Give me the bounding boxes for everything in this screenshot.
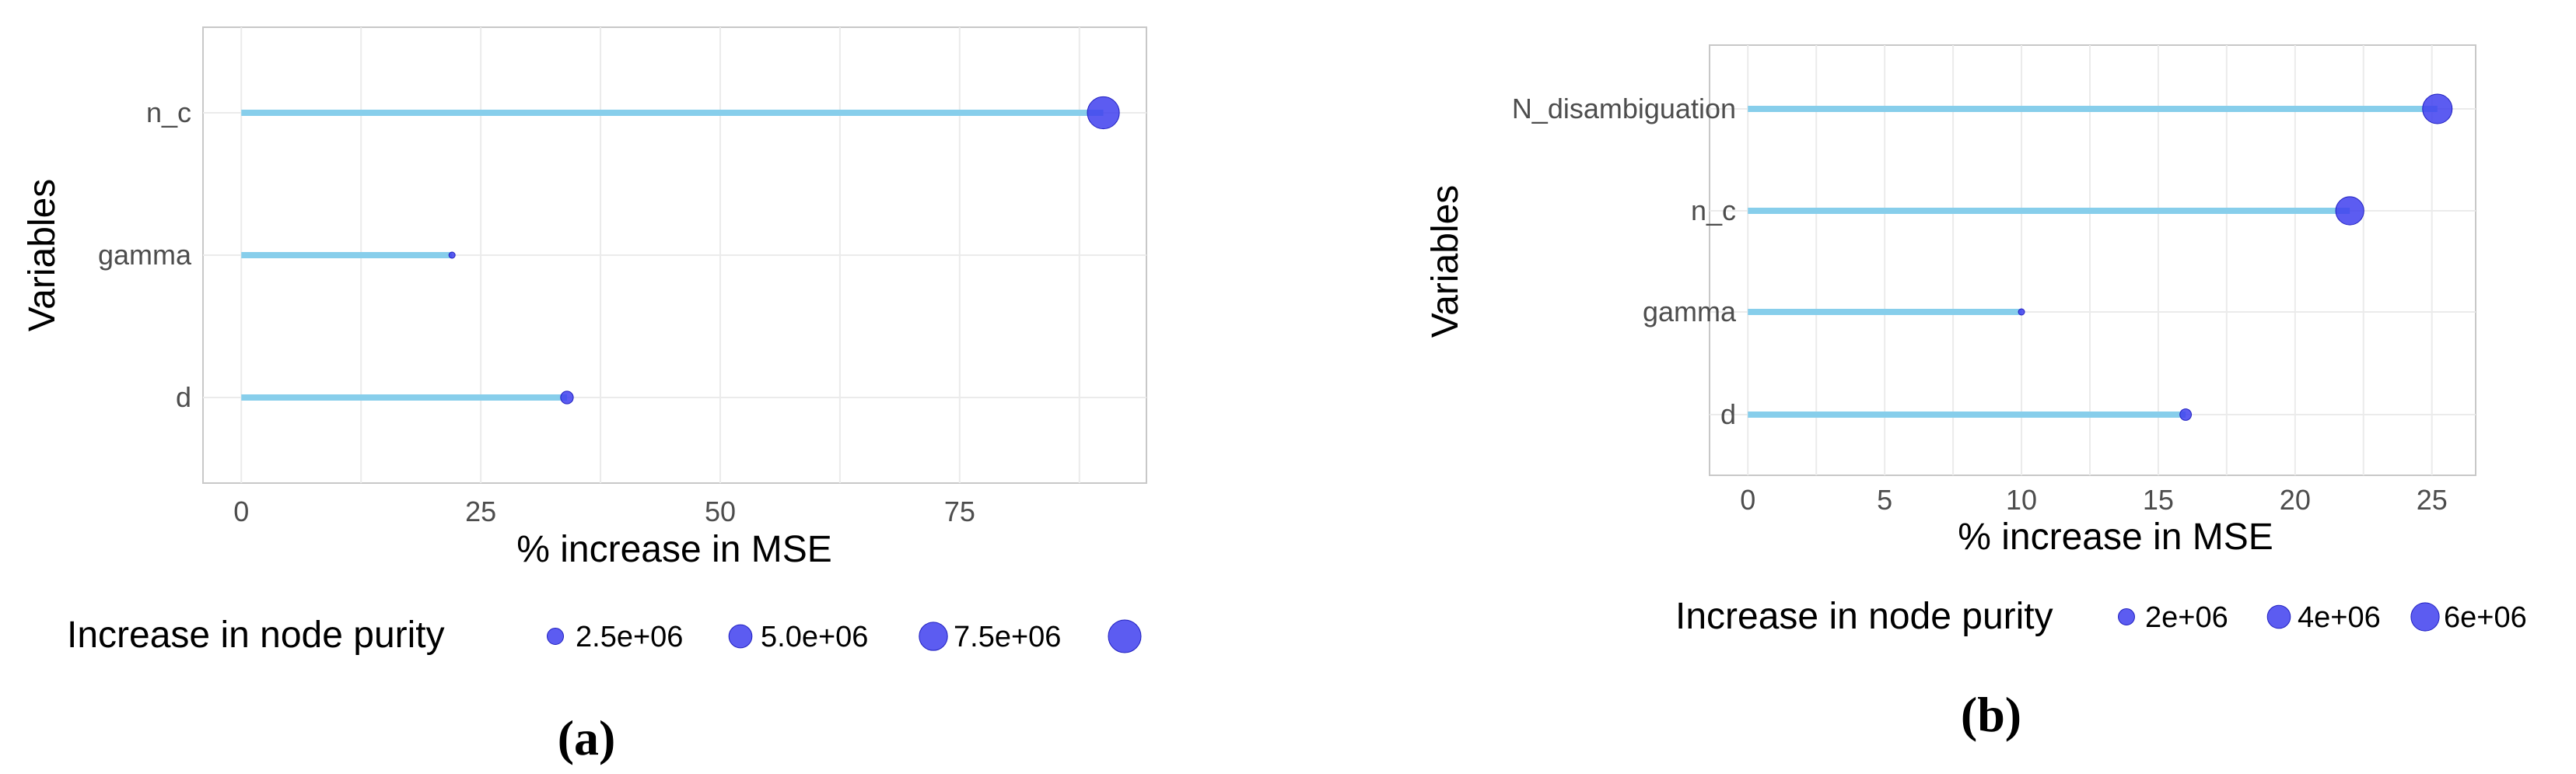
legend-title: Increase in node purity (67, 615, 445, 656)
y-axis-title: Variables (1425, 185, 1466, 338)
legend-key (2410, 602, 2440, 632)
y-tick-label: N_disambiguation (1512, 93, 1736, 124)
point-layer (448, 96, 1120, 405)
legend-key (728, 624, 753, 649)
y-tick-label: d (1720, 398, 1736, 430)
size-legend: Increase in node purity 2e+06 4e+06 6e+06 (1675, 596, 2527, 637)
stem-layer (1748, 106, 2438, 418)
y-axis-title: Variables (22, 179, 63, 332)
y-tick-label: gamma (1643, 296, 1737, 327)
legend-key (1108, 619, 1142, 653)
lollipop-point (2179, 408, 2193, 421)
y-tick-label: d (176, 381, 191, 413)
x-tick-label: 25 (465, 496, 496, 527)
x-tick-label: 0 (233, 496, 249, 527)
stem-layer (241, 110, 1104, 401)
x-tick-labels: 0 5 10 15 20 25 (1740, 484, 2448, 516)
plot-border (1709, 44, 2476, 476)
legend-label: 6e+06 (2444, 601, 2527, 634)
y-tick-label: n_c (146, 96, 191, 128)
panel-caption: (b) (1961, 687, 2021, 742)
legend-label: 7.5e+06 (954, 621, 1061, 653)
legend-entries: 2.5e+06 5.0e+06 7.5e+06 (547, 619, 1142, 653)
legend-label: 2.5e+06 (576, 621, 683, 653)
x-tick-label: 15 (2143, 484, 2174, 516)
x-axis-title: % increase in MSE (516, 529, 832, 570)
lollipop-point (448, 251, 456, 259)
x-axis-title: % increase in MSE (1958, 517, 2273, 558)
legend-key (2266, 604, 2291, 629)
legend-label: 4e+06 (2298, 601, 2381, 634)
legend-entries: 2e+06 4e+06 6e+06 (2118, 601, 2527, 634)
legend-key (2118, 608, 2135, 625)
x-tick-label: 5 (1877, 484, 1892, 516)
x-tick-label: 25 (2417, 484, 2448, 516)
lollipop-point (2018, 308, 2025, 316)
size-legend: Increase in node purity 2.5e+06 5.0e+06 7.… (67, 615, 1142, 656)
lollipop-point (1087, 96, 1120, 130)
point-layer (2018, 93, 2453, 421)
lollipop-point (2422, 93, 2453, 124)
x-tick-label: 0 (1740, 484, 1755, 516)
x-tick-label: 20 (2280, 484, 2311, 516)
panel-caption: (a) (558, 710, 616, 765)
x-tick-labels: 0 25 50 75 (233, 496, 975, 527)
y-tick-label: n_c (1691, 194, 1736, 226)
x-tick-label: 10 (2006, 484, 2037, 516)
x-tick-label: 50 (705, 496, 736, 527)
legend-key (919, 622, 948, 651)
legend-label: 5.0e+06 (761, 621, 868, 653)
legend-key (547, 628, 564, 645)
lollipop-point (560, 391, 574, 405)
legend-label: 2e+06 (2145, 601, 2228, 634)
x-tick-label: 75 (944, 496, 975, 527)
lollipop-point (2335, 196, 2364, 226)
legend-title: Increase in node purity (1675, 596, 2053, 637)
y-tick-label: gamma (98, 239, 192, 271)
